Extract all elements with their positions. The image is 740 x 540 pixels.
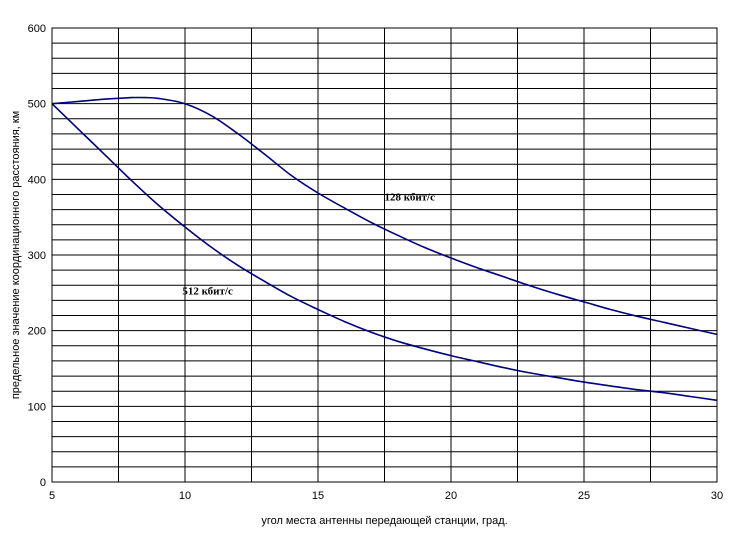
y-tick-label: 100 (28, 401, 46, 413)
y-tick-label: 600 (28, 23, 46, 35)
series-label-1: 512 кбит/с (182, 285, 233, 297)
y-tick-label: 400 (28, 174, 46, 186)
x-tick-label: 30 (711, 490, 723, 502)
series-line-1 (51, 103, 718, 402)
x-tick-label: 20 (445, 490, 457, 502)
y-tick-label: 300 (28, 250, 46, 262)
y-tick-label: 0 (40, 477, 46, 489)
x-tick-label: 5 (49, 490, 55, 502)
y-tick-label: 500 (28, 99, 46, 111)
plot-frame (51, 27, 718, 483)
x-tick-label: 15 (312, 490, 324, 502)
grid-lines (51, 28, 718, 482)
x-axis-title: угол места антенны передающей станции, г… (261, 515, 507, 527)
series-annotations: 128 кбит/с 512 кбит/с (182, 192, 435, 298)
series-label-0: 128 кбит/с (385, 192, 436, 204)
y-tick-label: 200 (28, 326, 46, 338)
x-tick-label: 10 (179, 490, 191, 502)
x-tick-label: 25 (578, 490, 590, 502)
series-line-0 (51, 96, 718, 336)
y-axis-title: предельное значение координационного рас… (10, 111, 22, 399)
series-lines (51, 96, 718, 402)
